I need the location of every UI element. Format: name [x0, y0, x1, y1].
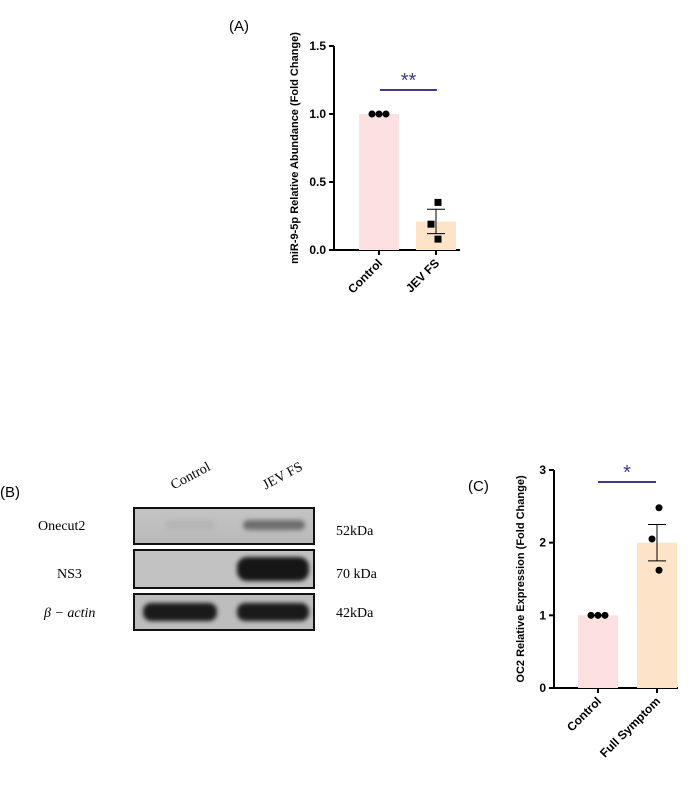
- blot-lane-control: Control: [168, 459, 214, 494]
- data-point: [434, 198, 442, 206]
- blot-strip-beta-actin: [133, 593, 315, 631]
- y-tick-label: 0.5: [309, 175, 326, 189]
- blot-row-label: β − actin: [44, 606, 96, 621]
- blot-kda: 42kDa: [336, 606, 374, 621]
- blot-row-label: Onecut2: [38, 519, 86, 534]
- data-point: [427, 220, 435, 228]
- western-blot: Control JEV FS Onecut2 52kDa NS3 70 kDa …: [0, 440, 420, 640]
- blot-band: [237, 603, 309, 621]
- blot-kda: 52kDa: [336, 524, 374, 539]
- panel-c-label: (C): [468, 478, 489, 495]
- data-point: [648, 535, 656, 543]
- data-point: [434, 235, 442, 243]
- y-tick-label: 0.0: [309, 243, 326, 257]
- bar: [359, 114, 399, 250]
- blot-row-label: NS3: [57, 567, 82, 582]
- chart-c: 0 1 2 3 OC2 Relative Expression (Fold Change…: [515, 462, 678, 760]
- y-tick-label: 1: [539, 608, 546, 622]
- x-tick-label: Control: [345, 256, 385, 296]
- bar: [637, 542, 677, 688]
- data-point: [382, 110, 390, 118]
- blot-strip-ns3: [133, 549, 315, 589]
- y-tick-label: 1.5: [309, 39, 326, 53]
- y-axis-label: OC2 Relative Expression (Fold Change): [515, 475, 527, 683]
- blot-band: [243, 520, 305, 530]
- blot-band: [165, 521, 215, 529]
- significance-stars: *: [623, 462, 631, 484]
- blot-strip-onecut2: [133, 507, 315, 545]
- blot-lane-jev-fs: JEV FS: [260, 459, 306, 494]
- y-tick-label: 0: [539, 681, 546, 695]
- panel-b-label: (B): [0, 484, 20, 501]
- y-tick-label: 3: [539, 463, 546, 477]
- y-tick-label: 2: [539, 536, 546, 550]
- data-point: [655, 504, 663, 512]
- x-tick-label: Control: [564, 694, 604, 734]
- blot-band: [143, 603, 217, 621]
- bar: [578, 615, 618, 688]
- panel-a-label: (A): [229, 18, 249, 35]
- data-point: [587, 611, 595, 619]
- significance-stars: **: [401, 70, 417, 92]
- x-tick-label: Full Symptom: [597, 694, 663, 760]
- data-point: [368, 110, 376, 118]
- y-tick-label: 1.0: [309, 107, 326, 121]
- y-axis-label: miR-9-5p Relative Abundance (Fold Change…: [289, 32, 301, 264]
- data-point: [594, 611, 602, 619]
- blot-kda: 70 kDa: [336, 567, 377, 582]
- x-tick-label: JEV FS: [403, 256, 442, 295]
- chart-a: 0.0 0.5 1.0 1.5 miR-9-5p Relative Abundance …: [289, 32, 460, 296]
- data-point: [601, 611, 609, 619]
- data-point: [655, 566, 663, 574]
- blot-band: [237, 557, 309, 581]
- data-point: [375, 110, 383, 118]
